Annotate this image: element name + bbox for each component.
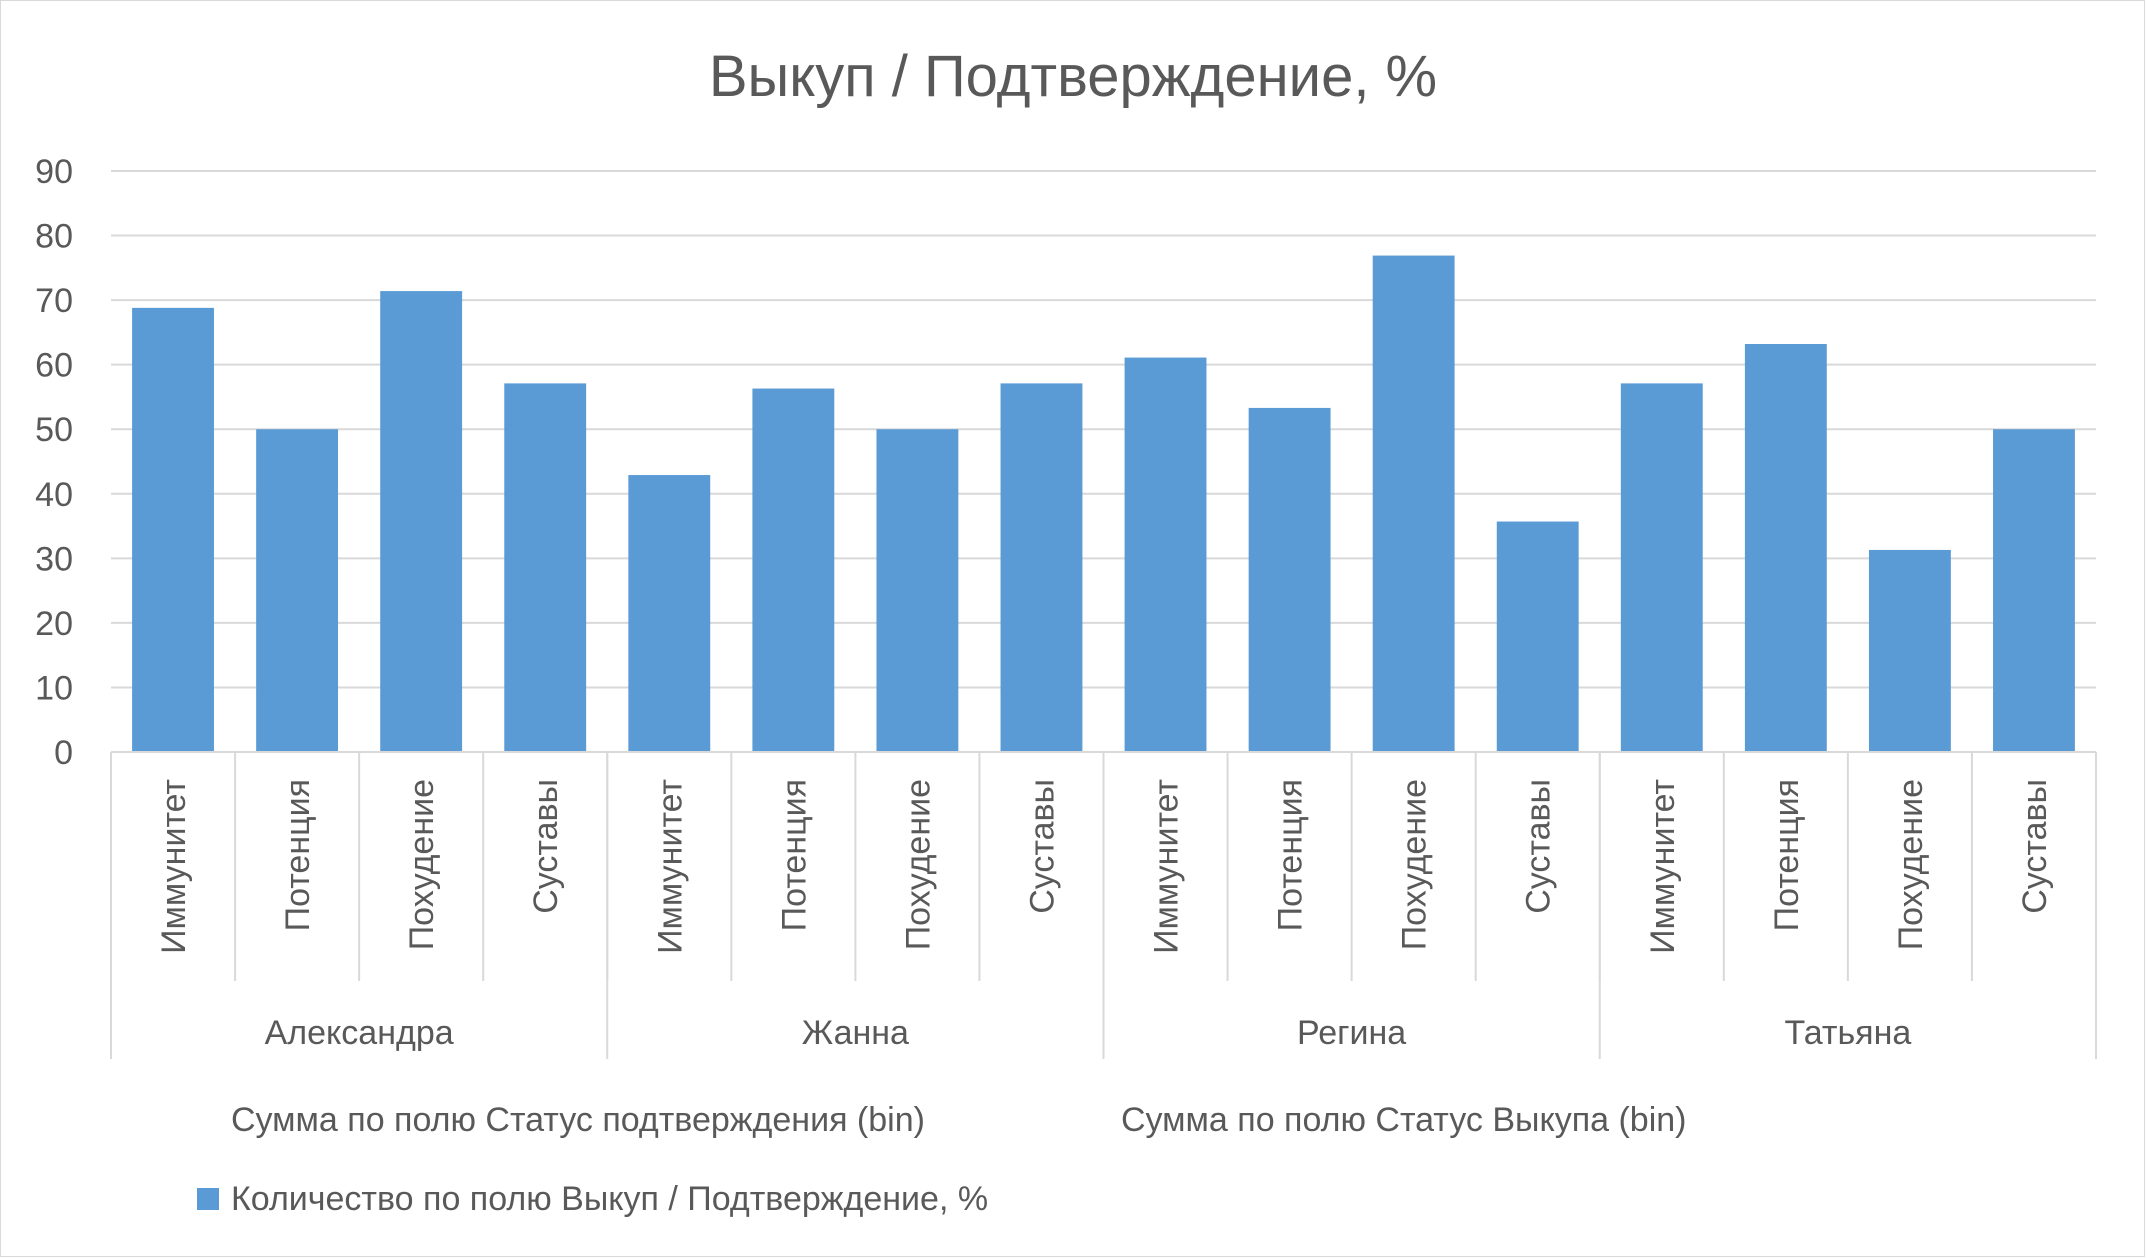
- bar: [1372, 255, 1455, 752]
- x-category-label: Потенция: [1272, 779, 1310, 931]
- y-tick-label: 70: [35, 282, 73, 320]
- x-category-label: Похудение: [1892, 779, 1930, 950]
- x-group-label: Жанна: [802, 1014, 909, 1052]
- bar: [1124, 357, 1207, 752]
- x-category-label: Суставы: [1520, 779, 1558, 914]
- bar: [752, 388, 835, 752]
- bar: [1496, 521, 1579, 752]
- bar: [1248, 407, 1331, 752]
- x-category-label: Иммунитет: [651, 779, 689, 954]
- bar: [628, 475, 711, 752]
- y-tick-label: 20: [35, 605, 73, 643]
- bar: [1868, 549, 1951, 752]
- x-group-label: Регина: [1297, 1014, 1406, 1052]
- y-tick-label: 90: [35, 153, 73, 191]
- filter-label-buyout: Сумма по полю Статус Выкупа (bin): [1121, 1101, 1686, 1139]
- y-tick-label: 10: [35, 669, 73, 707]
- x-category-label: Потенция: [775, 779, 813, 931]
- x-category-label: Потенция: [1768, 779, 1806, 931]
- bar: [1000, 383, 1083, 752]
- x-group-label: Татьяна: [1784, 1014, 1911, 1052]
- x-category-label: Суставы: [527, 779, 565, 914]
- y-tick-label: 30: [35, 540, 73, 578]
- x-category-label: Похудение: [403, 779, 441, 950]
- x-category-label: Похудение: [1396, 779, 1434, 950]
- x-category-label: Суставы: [2016, 779, 2054, 914]
- x-category-label: Суставы: [1023, 779, 1061, 914]
- y-tick-label: 40: [35, 476, 73, 514]
- x-category-label: Иммунитет: [1644, 779, 1682, 954]
- group-labels: Александра Жанна Регина Татьяна: [265, 1014, 1912, 1052]
- category-labels: Иммунитет Потенция Похудение Суставы Иммунит…: [155, 779, 2054, 954]
- x-axis: [110, 751, 2097, 1059]
- y-tick-label: 60: [35, 347, 73, 385]
- bar: [1744, 344, 1827, 752]
- bar: [132, 307, 214, 752]
- y-tick-label: 80: [35, 218, 73, 256]
- bar: [1620, 383, 1703, 752]
- chart-title: Выкуп / Подтверждение, %: [709, 44, 1437, 109]
- legend-series-label: Количество по полю Выкуп / Подтверждение…: [231, 1180, 988, 1218]
- legend: Сумма по полю Статус подтверждения (bin)…: [197, 1101, 1686, 1218]
- legend-swatch: [197, 1188, 219, 1210]
- y-axis-ticks: 0 10 20 30 40 50 60 70 80 90: [35, 153, 73, 772]
- bar: [876, 429, 959, 752]
- x-group-label: Александра: [265, 1014, 454, 1052]
- filter-label-confirmation: Сумма по полю Статус подтверждения (bin): [231, 1101, 925, 1139]
- y-tick-label: 0: [54, 734, 73, 772]
- bar: [256, 429, 339, 752]
- bars: [132, 255, 2075, 752]
- x-category-label: Иммунитет: [155, 779, 193, 954]
- bar: [504, 383, 587, 752]
- x-category-label: Потенция: [279, 779, 317, 931]
- y-tick-label: 50: [35, 411, 73, 449]
- bar: [380, 291, 463, 752]
- bar: [1993, 429, 2075, 752]
- x-category-label: Иммунитет: [1148, 779, 1186, 954]
- x-category-label: Похудение: [899, 779, 937, 950]
